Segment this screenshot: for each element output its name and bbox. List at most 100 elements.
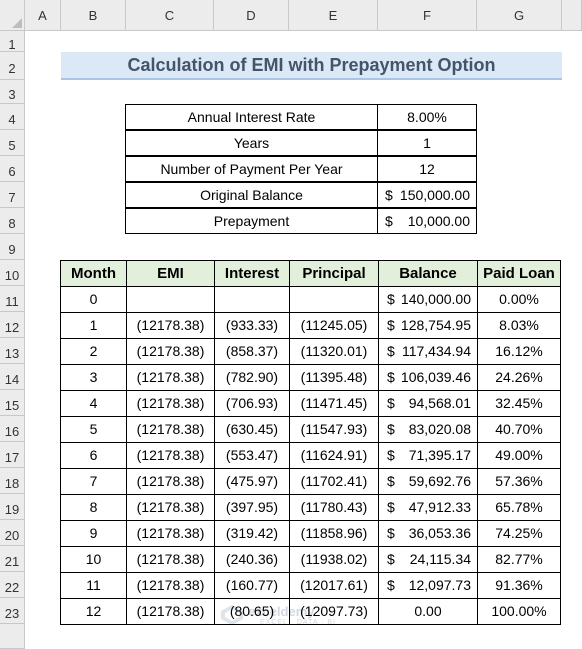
emi-cell[interactable]: (12178.38) xyxy=(126,416,215,443)
interest-cell[interactable]: (782.90) xyxy=(214,364,290,391)
month-cell[interactable]: 3 xyxy=(60,364,127,391)
emi-cell[interactable]: (12178.38) xyxy=(126,468,215,495)
principal-cell[interactable]: (12017.61) xyxy=(289,572,379,599)
row-header-19[interactable]: 19 xyxy=(0,494,25,520)
emi-cell[interactable]: (12178.38) xyxy=(126,572,215,599)
row-header-10[interactable]: 10 xyxy=(0,260,25,286)
emi-cell[interactable]: (12178.38) xyxy=(126,442,215,469)
row-header-7[interactable]: 7 xyxy=(0,182,25,208)
interest-cell[interactable]: (630.45) xyxy=(214,416,290,443)
row-header-13[interactable]: 13 xyxy=(0,338,25,364)
interest-cell[interactable]: (475.97) xyxy=(214,468,290,495)
row-header-6[interactable]: 6 xyxy=(0,156,25,182)
balance-cell[interactable]: $71,395.17 xyxy=(378,442,478,469)
row-header-2[interactable]: 2 xyxy=(0,52,25,80)
month-cell[interactable]: 2 xyxy=(60,338,127,365)
row-header-21[interactable]: 21 xyxy=(0,546,25,572)
principal-cell[interactable]: (11702.41) xyxy=(289,468,379,495)
month-cell[interactable]: 9 xyxy=(60,520,127,547)
balance-cell[interactable]: $36,053.36 xyxy=(378,520,478,547)
interest-cell[interactable] xyxy=(214,286,290,313)
balance-cell[interactable]: $12,097.73 xyxy=(378,572,478,599)
interest-cell[interactable]: (933.33) xyxy=(214,312,290,339)
emi-cell[interactable]: (12178.38) xyxy=(126,312,215,339)
column-header-c[interactable]: C xyxy=(126,0,214,31)
interest-cell[interactable]: (397.95) xyxy=(214,494,290,521)
month-cell[interactable]: 6 xyxy=(60,442,127,469)
emi-cell[interactable]: (12178.38) xyxy=(126,598,215,625)
header-principal[interactable]: Principal xyxy=(289,260,379,287)
paid-cell[interactable]: 65.78% xyxy=(477,494,561,521)
column-header-e[interactable]: E xyxy=(289,0,378,31)
balance-cell[interactable]: $140,000.00 xyxy=(378,286,478,313)
balance-cell[interactable]: $24,115.34 xyxy=(378,546,478,573)
row-header-1[interactable]: 1 xyxy=(0,31,25,52)
input-value[interactable]: $10,000.00 xyxy=(377,208,477,234)
input-value[interactable]: 12 xyxy=(377,156,477,182)
month-cell[interactable]: 11 xyxy=(60,572,127,599)
principal-cell[interactable]: (11245.05) xyxy=(289,312,379,339)
balance-cell[interactable]: $59,692.76 xyxy=(378,468,478,495)
column-header-d[interactable]: D xyxy=(214,0,289,31)
sheet-title[interactable]: Calculation of EMI with Prepayment Optio… xyxy=(61,52,562,80)
interest-cell[interactable]: (319.42) xyxy=(214,520,290,547)
interest-cell[interactable]: (80.65) xyxy=(214,598,290,625)
header-month[interactable]: Month xyxy=(60,260,127,287)
paid-cell[interactable]: 8.03% xyxy=(477,312,561,339)
emi-cell[interactable]: (12178.38) xyxy=(126,338,215,365)
column-header-b[interactable]: B xyxy=(61,0,126,31)
paid-cell[interactable]: 57.36% xyxy=(477,468,561,495)
month-cell[interactable]: 5 xyxy=(60,416,127,443)
interest-cell[interactable]: (160.77) xyxy=(214,572,290,599)
month-cell[interactable]: 10 xyxy=(60,546,127,573)
column-header-g[interactable]: G xyxy=(477,0,562,31)
month-cell[interactable]: 1 xyxy=(60,312,127,339)
select-all-corner[interactable] xyxy=(0,0,25,31)
row-header-8[interactable]: 8 xyxy=(0,208,25,234)
principal-cell[interactable]: (11938.02) xyxy=(289,546,379,573)
input-value[interactable]: $150,000.00 xyxy=(377,182,477,208)
paid-cell[interactable]: 91.36% xyxy=(477,572,561,599)
row-header-23[interactable]: 23 xyxy=(0,598,25,624)
month-cell[interactable]: 12 xyxy=(60,598,127,625)
row-header-16[interactable]: 16 xyxy=(0,416,25,442)
interest-cell[interactable]: (240.36) xyxy=(214,546,290,573)
paid-cell[interactable]: 49.00% xyxy=(477,442,561,469)
input-value[interactable]: 8.00% xyxy=(377,104,477,130)
row-header-4[interactable]: 4 xyxy=(0,104,25,130)
column-header-a[interactable]: A xyxy=(25,0,61,31)
paid-cell[interactable]: 40.70% xyxy=(477,416,561,443)
row-header-3[interactable]: 3 xyxy=(0,80,25,104)
row-header-20[interactable]: 20 xyxy=(0,520,25,546)
emi-cell[interactable]: (12178.38) xyxy=(126,364,215,391)
paid-cell[interactable]: 0.00% xyxy=(477,286,561,313)
header-paid-loan[interactable]: Paid Loan xyxy=(477,260,561,287)
emi-cell[interactable]: (12178.38) xyxy=(126,520,215,547)
paid-cell[interactable]: 100.00% xyxy=(477,598,561,625)
month-cell[interactable]: 4 xyxy=(60,390,127,417)
principal-cell[interactable]: (11320.01) xyxy=(289,338,379,365)
paid-cell[interactable]: 16.12% xyxy=(477,338,561,365)
balance-cell[interactable]: 0.00 xyxy=(378,598,478,625)
balance-cell[interactable]: $83,020.08 xyxy=(378,416,478,443)
emi-cell[interactable] xyxy=(126,286,215,313)
paid-cell[interactable]: 74.25% xyxy=(477,520,561,547)
principal-cell[interactable]: (11780.43) xyxy=(289,494,379,521)
principal-cell[interactable]: (11858.96) xyxy=(289,520,379,547)
column-header-f[interactable]: F xyxy=(378,0,477,31)
paid-cell[interactable]: 32.45% xyxy=(477,390,561,417)
month-cell[interactable]: 8 xyxy=(60,494,127,521)
interest-cell[interactable]: (706.93) xyxy=(214,390,290,417)
row-header-5[interactable]: 5 xyxy=(0,130,25,156)
row-header-12[interactable]: 12 xyxy=(0,312,25,338)
balance-cell[interactable]: $117,434.94 xyxy=(378,338,478,365)
row-header-18[interactable]: 18 xyxy=(0,468,25,494)
row-header-14[interactable]: 14 xyxy=(0,364,25,390)
principal-cell[interactable]: (11624.91) xyxy=(289,442,379,469)
row-header-11[interactable]: 11 xyxy=(0,286,25,312)
emi-cell[interactable]: (12178.38) xyxy=(126,390,215,417)
emi-cell[interactable]: (12178.38) xyxy=(126,546,215,573)
header-interest[interactable]: Interest xyxy=(214,260,290,287)
emi-cell[interactable]: (12178.38) xyxy=(126,494,215,521)
balance-cell[interactable]: $47,912.33 xyxy=(378,494,478,521)
